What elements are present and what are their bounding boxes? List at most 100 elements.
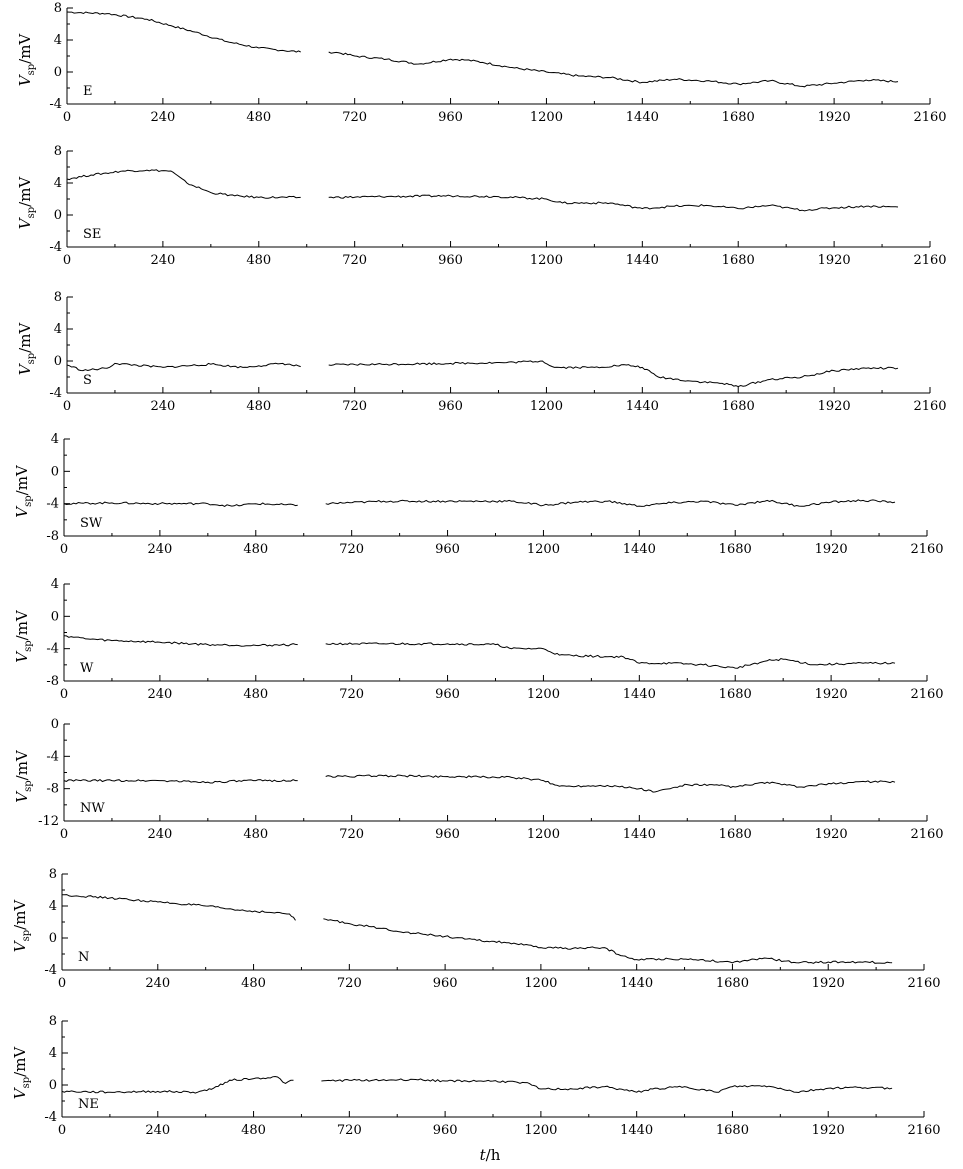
y-axis-title: Vsp/mV: [16, 33, 37, 87]
x-tick-label: 480: [243, 827, 268, 842]
y-tick-label: 0: [51, 464, 59, 479]
y-tick-label: 0: [54, 354, 62, 369]
x-tick-label: 1200: [530, 253, 563, 268]
y-tick-label: 0: [54, 65, 62, 80]
x-tick-label: 1440: [626, 110, 659, 125]
station-label: W: [80, 661, 94, 676]
x-tick-label: 1680: [719, 542, 752, 557]
x-tick-label: 480: [246, 399, 271, 414]
x-tick-label: 480: [246, 253, 271, 268]
y-axis-title-var: V: [13, 505, 31, 518]
station-label: E: [83, 84, 93, 99]
x-tick-label: 720: [339, 827, 364, 842]
y-axis-title-unit: /mV: [16, 176, 34, 207]
y-axis-title: Vsp/mV: [13, 749, 34, 803]
panel-s: 0 240 480 720 960 1200 1440 1680 1920 2160-4048Vs…: [16, 290, 947, 414]
y-tick-label: 4: [49, 899, 57, 914]
series-line-1: [66, 362, 301, 372]
y-axis-title-var: V: [13, 650, 31, 663]
series-line-2: [323, 918, 893, 964]
series-line-1: [63, 635, 298, 647]
x-tick-label: 1680: [722, 253, 755, 268]
x-tick-label: 2160: [913, 399, 946, 414]
x-tick-label: 720: [339, 542, 364, 557]
y-axis-title-var: V: [16, 216, 34, 229]
y-tick-label: 8: [54, 144, 62, 159]
panel-e: 0 240 480 720 960 1200 1440 1680 1920 2160-4048Vs…: [16, 1, 947, 125]
x-tick-label: 1920: [815, 687, 848, 702]
x-tick-label: 960: [438, 399, 463, 414]
x-tick-label: 720: [337, 1123, 362, 1138]
x-tick-label: 1680: [716, 1123, 749, 1138]
y-axis-title-sub: sp: [26, 353, 37, 365]
y-axis-title-sub: sp: [26, 207, 37, 219]
y-axis-title-sub: sp: [21, 930, 32, 942]
x-tick-label: 1200: [530, 399, 563, 414]
y-axis-title-unit: /mV: [13, 464, 31, 495]
x-tick-label: 240: [145, 1123, 170, 1138]
station-label: NE: [78, 1097, 99, 1112]
y-tick-label: 0: [49, 1078, 57, 1093]
series-line-1: [63, 501, 298, 507]
x-tick-label: 240: [147, 827, 172, 842]
x-tick-label: 480: [246, 110, 271, 125]
y-axis-title-unit: /mV: [16, 33, 34, 64]
panel-ne: 0 240 480 720 960 1200 1440 1680 1920 2160-4048Vs…: [11, 1014, 941, 1138]
x-tick-label: 0: [60, 542, 68, 557]
y-tick-label: -12: [38, 814, 59, 829]
x-tick-label: 2160: [910, 827, 943, 842]
y-tick-label: -4: [46, 749, 59, 764]
x-tick-label: 1680: [722, 110, 755, 125]
x-tick-label: 480: [243, 687, 268, 702]
x-tick-label: 1440: [623, 687, 656, 702]
x-tick-label: 0: [63, 399, 71, 414]
y-tick-label: -4: [49, 240, 62, 255]
y-tick-label: 8: [49, 1014, 57, 1029]
y-tick-label: -8: [46, 674, 59, 689]
series-line-1: [63, 778, 298, 784]
y-axis-title: Vsp/mV: [13, 464, 34, 518]
x-tick-label: 0: [60, 687, 68, 702]
y-tick-label: -4: [49, 97, 62, 112]
y-tick-label: -8: [46, 782, 59, 797]
y-tick-label: 0: [54, 208, 62, 223]
series-line-2: [321, 1078, 893, 1094]
series-line-1: [62, 894, 296, 921]
y-tick-label: -4: [46, 642, 59, 657]
x-tick-label: 1920: [815, 542, 848, 557]
x-tick-label: 2160: [910, 542, 943, 557]
y-axis-title-sub: sp: [23, 495, 34, 507]
y-axis-title: Vsp/mV: [16, 322, 37, 376]
x-tick-label: 1200: [524, 976, 557, 991]
y-tick-label: 4: [54, 176, 62, 191]
y-tick-label: 4: [54, 322, 62, 337]
y-tick-label: 8: [54, 1, 62, 16]
x-tick-label: 960: [433, 1123, 458, 1138]
y-tick-label: 8: [49, 867, 57, 882]
y-axis-title-sub: sp: [23, 780, 34, 792]
x-tick-label: 2160: [907, 1123, 940, 1138]
y-axis-title-var: V: [11, 1086, 29, 1099]
x-tick-label: 1920: [815, 827, 848, 842]
x-tick-label: 240: [147, 687, 172, 702]
y-axis-title-sub: sp: [21, 1077, 32, 1089]
y-axis-title-unit: /mV: [11, 1046, 29, 1077]
x-tick-label: 1200: [527, 687, 560, 702]
y-axis-title: Vsp/mV: [16, 176, 37, 230]
x-tick-label: 0: [63, 110, 71, 125]
x-tick-label: 2160: [913, 253, 946, 268]
x-tick-label: 720: [342, 253, 367, 268]
x-tick-label: 1440: [626, 253, 659, 268]
y-tick-label: 4: [54, 33, 62, 48]
x-tick-label: 0: [58, 1123, 66, 1138]
x-tick-label: 720: [339, 687, 364, 702]
x-tick-label: 960: [433, 976, 458, 991]
x-tick-label: 1680: [719, 687, 752, 702]
y-axis-title-sub: sp: [26, 64, 37, 76]
series-line-2: [325, 499, 896, 507]
x-tick-label: 960: [435, 827, 460, 842]
y-tick-label: -4: [46, 497, 59, 512]
series-line-2: [325, 774, 896, 793]
x-tick-label: 1920: [812, 976, 845, 991]
x-tick-label: 1440: [623, 827, 656, 842]
